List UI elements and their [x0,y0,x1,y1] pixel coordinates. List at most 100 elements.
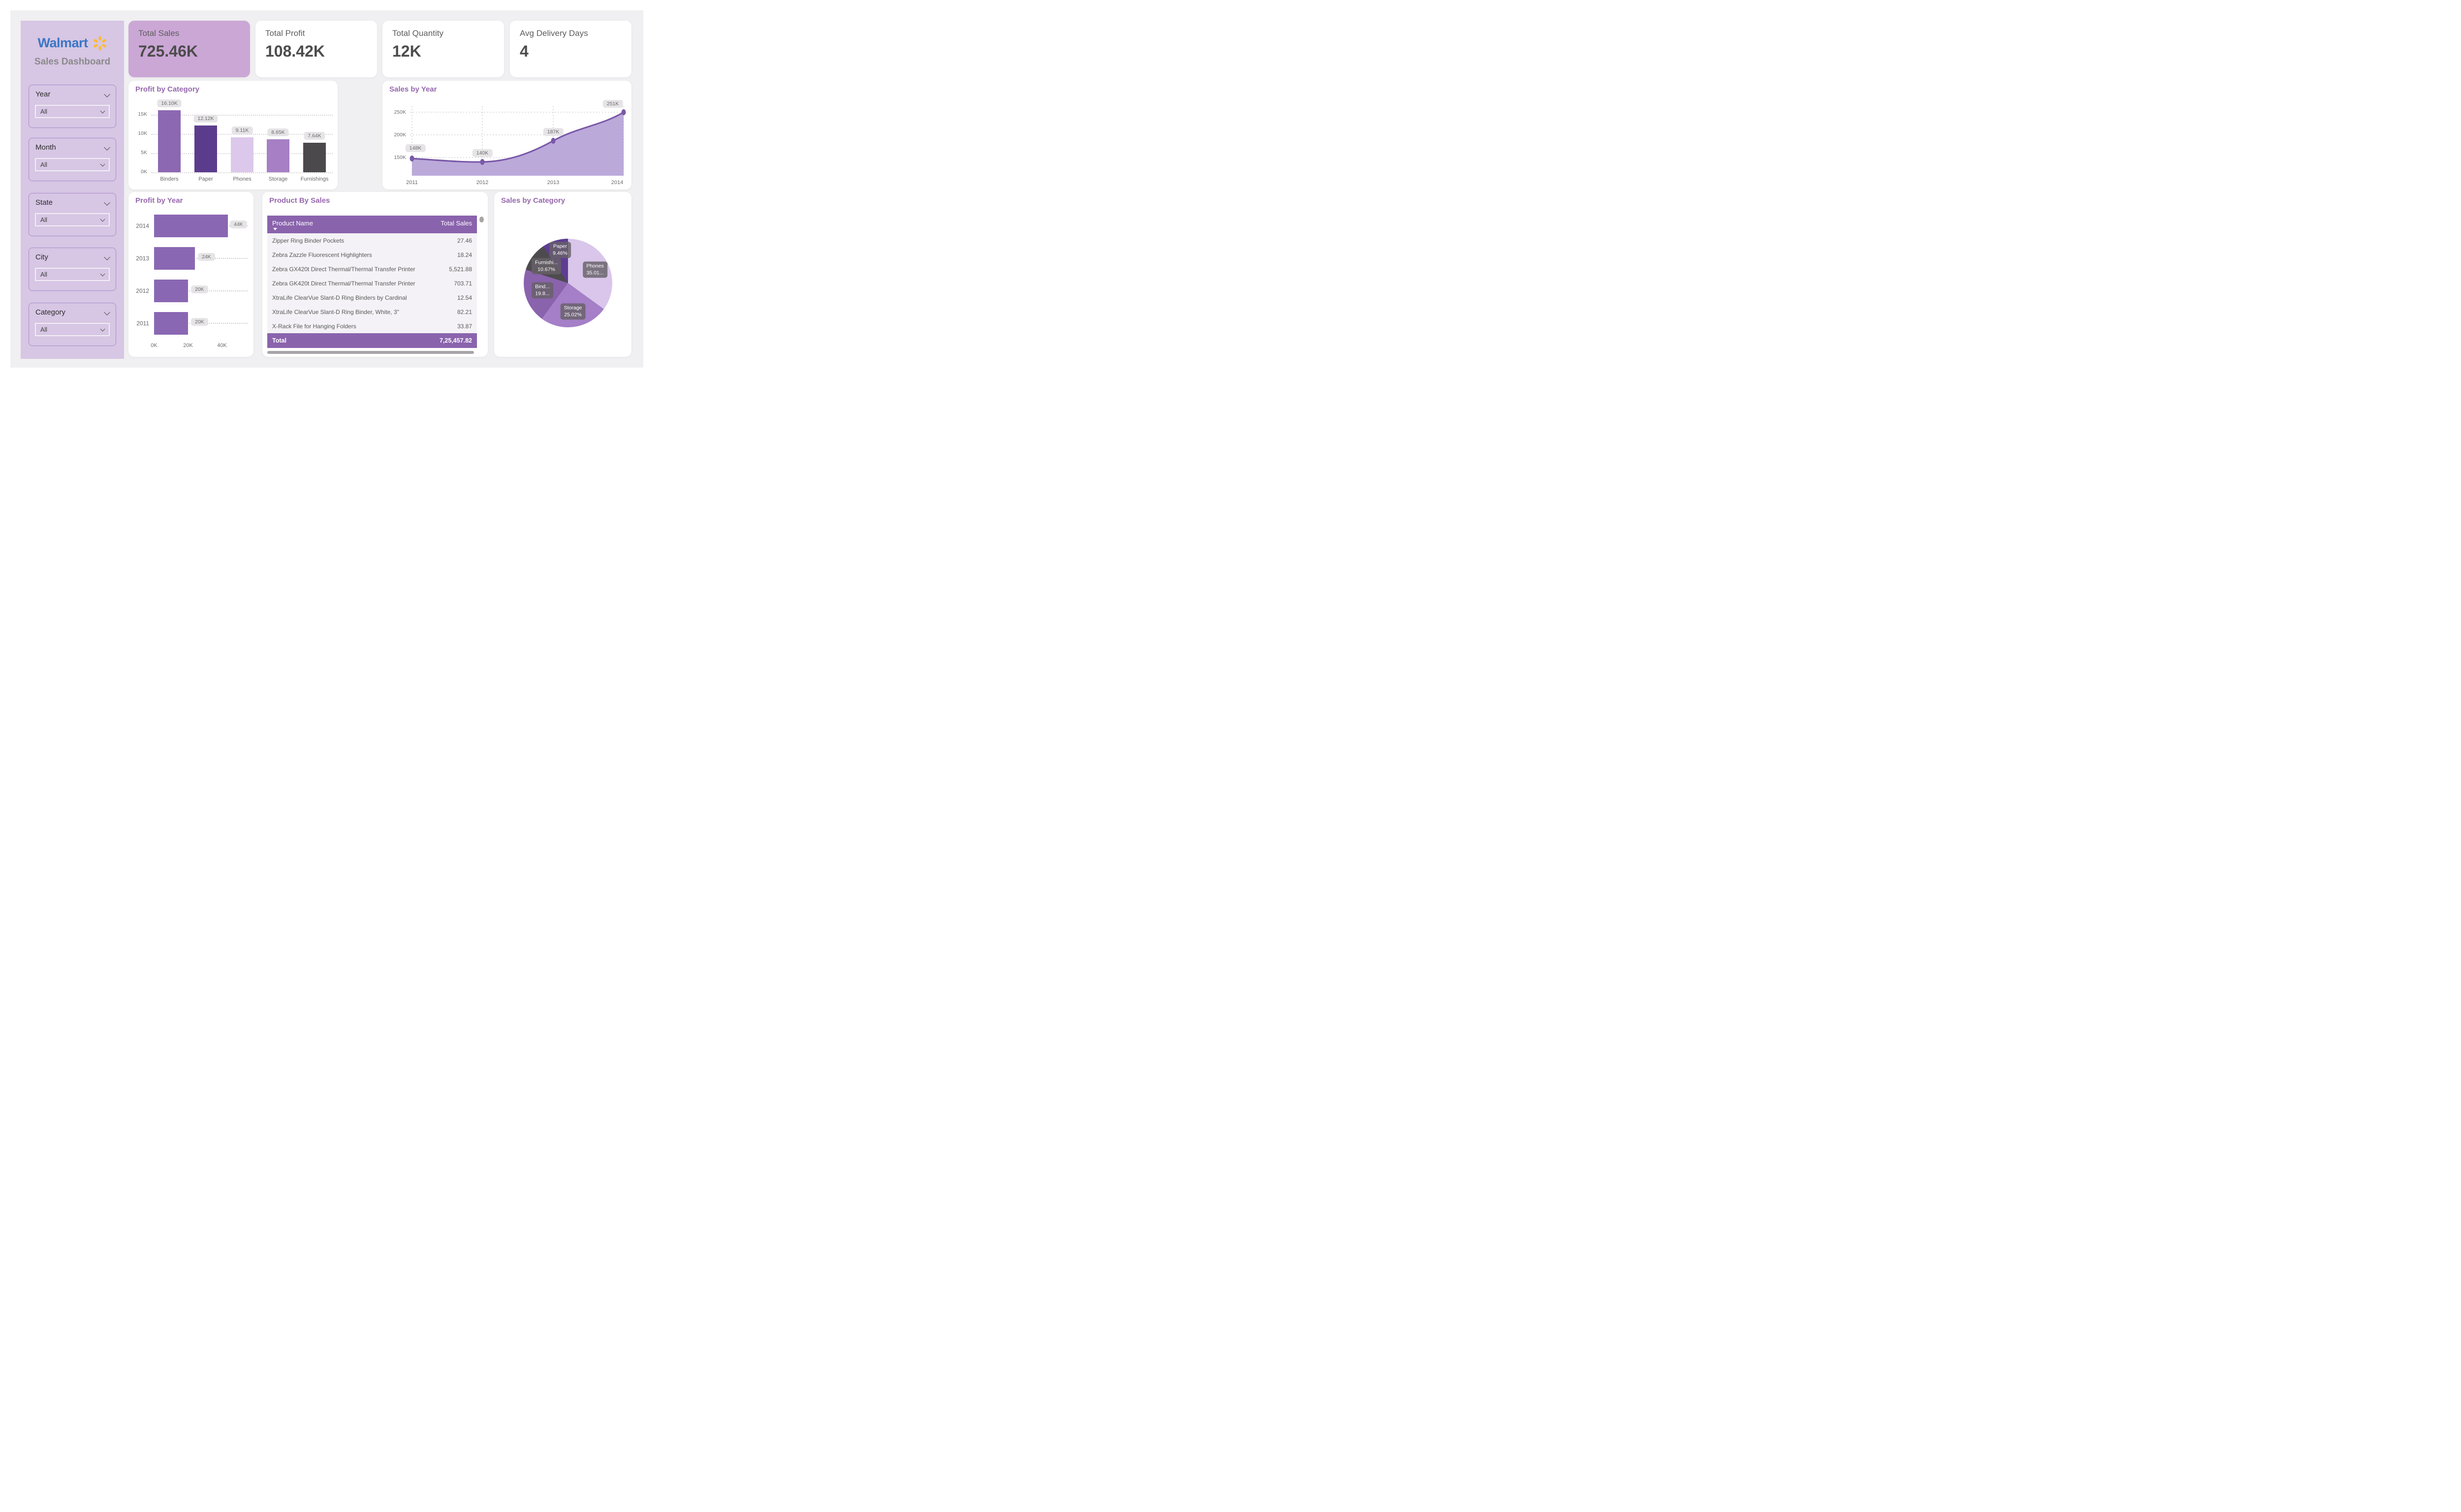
x-axis-tick: 2013 [547,180,560,186]
chart-profit-by-year: Profit by Year 2014 44K 2013 24K 2012 20… [128,192,253,357]
bar-2013[interactable] [154,247,195,270]
bar-binders[interactable] [158,110,181,172]
x-axis-tick: Paper [198,176,213,182]
chevron-down-icon [100,108,105,113]
y-axis-tick: 200K [394,132,406,138]
cell-total-sales: 27.46 [457,237,472,244]
kpi-card-avg-delivery-days[interactable]: Avg Delivery Days 4 [510,21,631,77]
y-axis-tick: 150K [394,155,406,160]
bar-row-2011: 2011 20K [128,307,253,340]
data-label: 187K [543,128,564,136]
slicer-month: Month All [29,138,116,181]
table-row[interactable]: Zebra Zazzle Fluorescent Highlighters 18… [267,248,477,262]
x-axis-tick: 20K [183,343,193,348]
table-product-by-sales: Product By Sales Product Name Total Sale… [262,192,488,357]
dashboard-canvas: Walmart Sales Dashboard Year All Month [0,0,654,378]
bar-2014[interactable] [154,215,228,237]
data-label: 148K [405,144,426,152]
slicer-category-dropdown[interactable]: All [35,323,110,336]
sidebar: Walmart Sales Dashboard Year All Month [21,21,124,359]
bar-2012[interactable] [154,280,188,302]
data-point-2014[interactable] [621,109,626,115]
pie-label-name: Storage [564,305,582,311]
label-leader-line [189,323,248,324]
table-row[interactable]: XtraLife ClearVue Slant-D Ring Binder, W… [267,305,477,319]
pie-label-binders: Bind... 19.8... [532,282,553,299]
chevron-down-icon[interactable] [104,199,110,206]
cell-total-sales: 18.24 [457,251,472,258]
data-point-2011[interactable] [410,156,414,161]
slicer-city-dropdown[interactable]: All [35,268,110,281]
y-axis-tick: 2014 [136,222,149,229]
bar-paper[interactable] [194,126,217,172]
chart-sales-by-year: Sales by Year 250K 200K 150K 148K 140K 1… [382,81,631,189]
bar-furnishings[interactable] [303,143,326,172]
cell-total-sales: 82.21 [457,308,472,315]
pie-label-storage: Storage 25.02% [560,303,586,320]
area-fill[interactable] [412,112,624,176]
slicer-month-dropdown[interactable]: All [35,158,110,171]
label-leader-line [196,258,248,259]
y-axis-tick: 2013 [136,255,149,262]
data-label: 16.10K [157,99,182,107]
cell-product-name: XtraLife ClearVue Slant-D Ring Binder, W… [272,308,399,315]
y-axis-tick: 2011 [136,320,149,327]
dashboard-subtitle: Sales Dashboard [34,57,111,67]
bar-row-2012: 2012 20K [128,275,253,307]
data-label: 8.65K [267,128,289,136]
table-row[interactable]: Zipper Ring Binder Pockets 27.46 [267,233,477,248]
column-header-total-sales[interactable]: Total Sales [441,220,472,227]
x-axis-tick: 2011 [406,180,418,186]
column-header-product-name[interactable]: Product Name [272,220,314,227]
y-axis-tick: 0K [141,169,147,175]
chevron-down-icon[interactable] [104,144,110,151]
table-row[interactable]: Zebra GK420t Direct Thermal/Thermal Tran… [267,276,477,290]
slicer-category-label: Category [35,308,65,316]
slicer-year-dropdown[interactable]: All [35,105,110,118]
pie-label-furnishings: Furnishi... 10.67% [531,258,562,275]
bar-phones[interactable] [231,137,253,172]
gridline [151,172,333,173]
x-axis-tick: Furnishings [300,176,329,182]
kpi-card-total-sales[interactable]: Total Sales 725.46K [128,21,250,77]
data-label: 20K [191,318,208,326]
data-point-2012[interactable] [480,159,485,165]
bar-row-2014: 2014 44K [128,210,253,242]
pie-label-name: Phones [586,263,604,269]
slicer-state-dropdown[interactable]: All [35,213,110,226]
kpi-card-total-profit[interactable]: Total Profit 108.42K [255,21,377,77]
bar-storage[interactable] [267,139,289,172]
y-axis-tick: 15K [138,111,147,117]
chevron-down-icon[interactable] [104,254,110,260]
slicer-year: Year All [29,85,116,128]
table-row[interactable]: X-Rack File for Hanging Folders 33.87 [267,319,477,333]
table-row[interactable]: Zebra GX420t Direct Thermal/Thermal Tran… [267,262,477,276]
pie-label-pct: 25.02% [564,312,582,317]
chevron-down-icon[interactable] [104,309,110,315]
cell-product-name: X-Rack File for Hanging Folders [272,322,356,330]
y-axis-tick: 10K [138,130,147,136]
slicer-month-label: Month [35,143,56,152]
table-row[interactable]: XtraLife ClearVue Slant-D Ring Binders b… [267,290,477,305]
pie-label-name: Bind... [535,284,550,290]
horizontal-scrollbar-thumb[interactable] [267,351,474,354]
data-point-2013[interactable] [551,138,556,144]
vertical-scrollbar-thumb[interactable] [479,217,484,222]
trend-line[interactable] [411,111,624,163]
pie-label-pct: 35.01... [586,270,604,276]
pie-label-name: Paper [553,243,568,250]
slicer-year-label: Year [35,90,51,98]
slicer-city-label: City [35,253,48,261]
pie-label-pct: 10.67% [537,266,555,272]
gridline [151,134,333,135]
bar-2011[interactable] [154,312,188,335]
kpi-value: 725.46K [138,42,198,60]
x-axis-tick: 2012 [476,180,489,186]
y-axis-tick: 5K [141,150,147,156]
chart-sales-by-category: Sales by Category Phones 35.01... Storag… [494,192,631,357]
cell-product-name: XtraLife ClearVue Slant-D Ring Binders b… [272,294,407,301]
sort-descending-icon[interactable] [273,228,277,230]
data-label: 24K [198,253,215,261]
kpi-card-total-quantity[interactable]: Total Quantity 12K [382,21,504,77]
chevron-down-icon[interactable] [104,91,110,97]
